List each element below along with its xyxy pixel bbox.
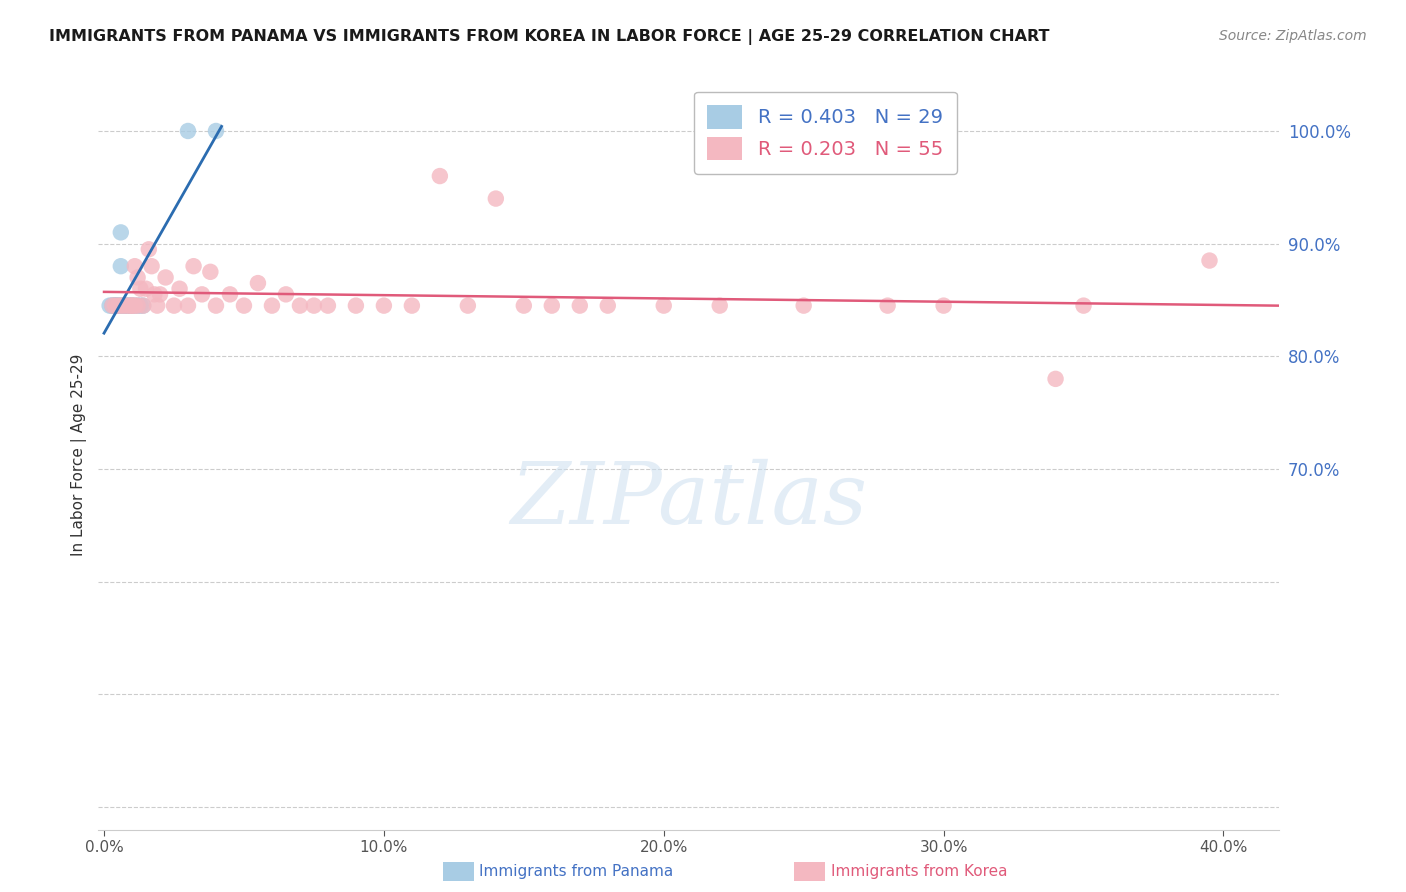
- Point: [429, 169, 451, 183]
- Point: [709, 299, 731, 313]
- Point: [121, 299, 143, 313]
- Point: [110, 259, 132, 273]
- Point: [288, 299, 311, 313]
- Point: [876, 299, 898, 313]
- Point: [104, 299, 127, 313]
- Point: [191, 287, 214, 301]
- Legend: R = 0.403   N = 29, R = 0.203   N = 55: R = 0.403 N = 29, R = 0.203 N = 55: [693, 92, 956, 174]
- Point: [155, 270, 177, 285]
- Point: [652, 299, 675, 313]
- Point: [129, 282, 152, 296]
- Point: [127, 299, 149, 313]
- Point: [104, 299, 127, 313]
- Point: [118, 299, 141, 313]
- Point: [316, 299, 339, 313]
- Point: [143, 287, 166, 301]
- Point: [112, 299, 135, 313]
- Point: [101, 299, 124, 313]
- Point: [101, 299, 124, 313]
- Point: [141, 259, 163, 273]
- Text: Immigrants from Korea: Immigrants from Korea: [831, 864, 1008, 879]
- Point: [177, 299, 200, 313]
- Point: [373, 299, 395, 313]
- Point: [121, 299, 143, 313]
- Point: [107, 299, 129, 313]
- Point: [110, 299, 132, 313]
- Point: [1045, 372, 1067, 386]
- Point: [107, 299, 129, 313]
- Point: [513, 299, 536, 313]
- Point: [246, 276, 269, 290]
- Point: [274, 287, 297, 301]
- Point: [302, 299, 325, 313]
- Point: [112, 299, 135, 313]
- Point: [932, 299, 955, 313]
- Point: [485, 192, 508, 206]
- Point: [104, 299, 127, 313]
- Point: [104, 299, 127, 313]
- Point: [183, 259, 205, 273]
- Point: [107, 299, 129, 313]
- Point: [205, 124, 228, 138]
- Point: [793, 299, 815, 313]
- Point: [132, 299, 155, 313]
- Point: [568, 299, 591, 313]
- Y-axis label: In Labor Force | Age 25-29: In Labor Force | Age 25-29: [72, 354, 87, 556]
- Point: [110, 226, 132, 240]
- Point: [169, 282, 191, 296]
- Point: [540, 299, 562, 313]
- Point: [344, 299, 367, 313]
- Point: [401, 299, 423, 313]
- Point: [233, 299, 256, 313]
- Point: [129, 299, 152, 313]
- Point: [112, 299, 135, 313]
- Point: [124, 259, 146, 273]
- Point: [457, 299, 479, 313]
- Point: [135, 282, 157, 296]
- Point: [149, 287, 172, 301]
- Text: Immigrants from Panama: Immigrants from Panama: [479, 864, 673, 879]
- Point: [127, 299, 149, 313]
- Point: [177, 124, 200, 138]
- Point: [163, 299, 186, 313]
- Point: [110, 299, 132, 313]
- Point: [146, 299, 169, 313]
- Point: [132, 299, 155, 313]
- Point: [115, 299, 138, 313]
- Point: [104, 299, 127, 313]
- Text: Source: ZipAtlas.com: Source: ZipAtlas.com: [1219, 29, 1367, 43]
- Point: [118, 299, 141, 313]
- Point: [112, 299, 135, 313]
- Point: [121, 299, 143, 313]
- Point: [124, 299, 146, 313]
- Point: [98, 299, 121, 313]
- Point: [107, 299, 129, 313]
- Point: [596, 299, 619, 313]
- Text: ZIPatlas: ZIPatlas: [510, 458, 868, 541]
- Point: [118, 299, 141, 313]
- Point: [219, 287, 242, 301]
- Point: [121, 299, 143, 313]
- Point: [205, 299, 228, 313]
- Point: [127, 270, 149, 285]
- Point: [124, 299, 146, 313]
- Point: [138, 242, 160, 256]
- Point: [115, 299, 138, 313]
- Point: [200, 265, 222, 279]
- Point: [104, 299, 127, 313]
- Point: [115, 299, 138, 313]
- Point: [260, 299, 283, 313]
- Point: [1073, 299, 1095, 313]
- Point: [101, 299, 124, 313]
- Point: [1198, 253, 1220, 268]
- Text: IMMIGRANTS FROM PANAMA VS IMMIGRANTS FROM KOREA IN LABOR FORCE | AGE 25-29 CORRE: IMMIGRANTS FROM PANAMA VS IMMIGRANTS FRO…: [49, 29, 1050, 45]
